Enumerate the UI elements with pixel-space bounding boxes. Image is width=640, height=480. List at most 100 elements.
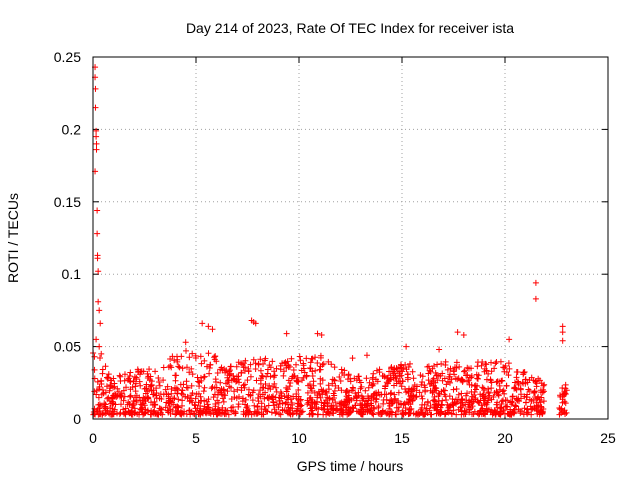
data-point <box>209 326 216 333</box>
data-point <box>485 370 492 377</box>
data-point <box>393 375 400 382</box>
data-point <box>175 386 182 393</box>
data-point <box>258 406 265 413</box>
data-point <box>144 388 151 395</box>
data-point <box>133 399 140 406</box>
data-point <box>425 370 432 377</box>
data-point <box>263 373 270 380</box>
data-point <box>273 388 280 395</box>
data-point <box>155 375 162 382</box>
x-tick-label: 0 <box>89 430 97 446</box>
data-point <box>461 368 468 375</box>
data-point <box>118 401 125 408</box>
data-point <box>558 405 565 412</box>
data-point <box>559 329 566 336</box>
data-point <box>94 255 101 262</box>
data-point <box>285 392 292 399</box>
data-point <box>107 385 114 392</box>
data-point <box>446 407 453 414</box>
data-point <box>393 399 400 406</box>
data-point <box>188 365 195 372</box>
data-point <box>183 378 190 385</box>
data-point <box>309 399 316 406</box>
data-point <box>111 380 118 387</box>
data-point <box>489 408 496 415</box>
data-point <box>441 375 448 382</box>
data-point <box>225 377 232 384</box>
data-point <box>311 389 318 396</box>
data-point <box>443 381 450 388</box>
data-point <box>282 359 289 366</box>
data-point <box>195 399 202 406</box>
data-point <box>257 356 264 363</box>
data-point <box>368 393 375 400</box>
data-point <box>248 411 255 418</box>
data-point <box>270 383 277 390</box>
data-point <box>336 373 343 380</box>
data-point <box>97 320 104 327</box>
data-point <box>179 397 186 404</box>
data-point <box>178 353 185 360</box>
data-point <box>252 320 259 327</box>
data-point <box>165 393 172 400</box>
data-point <box>298 402 305 409</box>
data-point <box>189 350 196 357</box>
data-point <box>417 372 424 379</box>
data-point <box>275 404 282 411</box>
data-point <box>563 409 570 416</box>
y-tick-label: 0.15 <box>54 194 81 210</box>
data-point <box>466 397 473 404</box>
data-point <box>103 374 110 381</box>
data-point <box>406 410 413 417</box>
data-point <box>227 363 234 370</box>
x-tick-label: 5 <box>192 430 200 446</box>
data-point <box>96 411 103 418</box>
data-point <box>229 403 236 410</box>
data-point <box>464 372 471 379</box>
data-point <box>205 323 212 330</box>
data-point <box>268 409 275 416</box>
data-point <box>272 384 279 391</box>
data-point <box>207 410 214 417</box>
data-point <box>123 384 130 391</box>
data-point <box>288 399 295 406</box>
data-point <box>376 369 383 376</box>
data-point <box>395 404 402 411</box>
data-point <box>286 383 293 390</box>
data-point <box>121 371 128 378</box>
data-point <box>241 381 248 388</box>
data-point <box>562 400 569 407</box>
data-point <box>238 387 245 394</box>
data-point <box>102 401 109 408</box>
data-point <box>255 409 262 416</box>
data-point <box>409 397 416 404</box>
data-point <box>183 364 190 371</box>
data-point <box>441 387 448 394</box>
data-point <box>408 396 415 403</box>
data-point <box>417 409 424 416</box>
data-point <box>273 365 280 372</box>
data-point <box>137 382 144 389</box>
data-point <box>438 360 445 367</box>
data-point <box>124 376 131 383</box>
data-point <box>157 410 164 417</box>
data-point <box>410 392 417 399</box>
data-point <box>235 379 242 386</box>
data-point <box>365 397 372 404</box>
data-point <box>416 389 423 396</box>
data-point <box>91 366 98 373</box>
data-point <box>201 357 208 364</box>
data-point <box>174 358 181 365</box>
data-point <box>195 378 202 385</box>
data-point <box>169 353 176 360</box>
chart-title: Day 214 of 2023, Rate Of TEC Index for r… <box>186 20 514 36</box>
data-point <box>164 407 171 414</box>
data-point <box>317 380 324 387</box>
data-point <box>478 408 485 415</box>
data-point <box>502 397 509 404</box>
data-point <box>206 365 213 372</box>
data-point <box>347 407 354 414</box>
data-point <box>261 395 268 402</box>
data-point <box>156 378 163 385</box>
data-point <box>329 405 336 412</box>
